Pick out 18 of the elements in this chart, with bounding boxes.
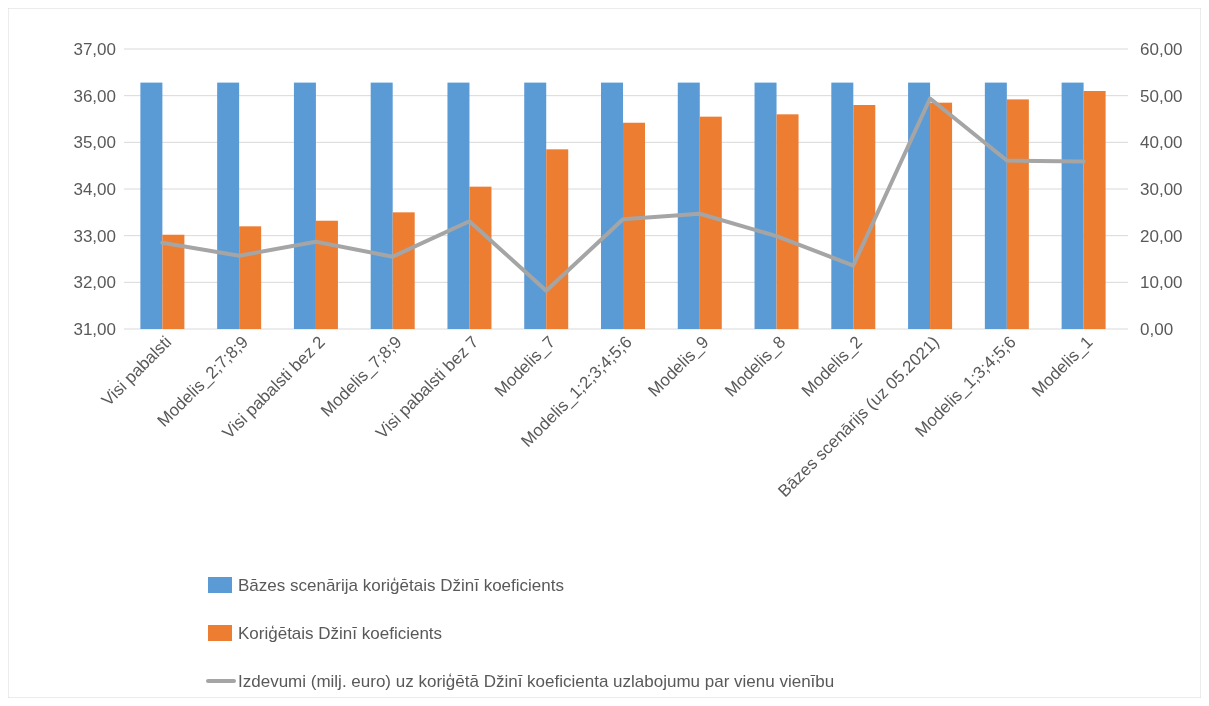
y2-tick-label: 40,00 xyxy=(1140,133,1183,153)
y2-tick-label: 10,00 xyxy=(1140,273,1183,293)
y-tick-label: 34,00 xyxy=(73,179,116,199)
y-tick-label: 31,00 xyxy=(73,319,116,339)
legend-label: Koriģētais Džinī koeficients xyxy=(238,623,443,643)
y2-tick-label: 20,00 xyxy=(1140,226,1183,246)
y-tick-label: 36,00 xyxy=(73,86,116,106)
y-tick-label: 32,00 xyxy=(73,273,116,293)
y-tick-label: 37,00 xyxy=(73,39,116,59)
y2-tick-label: 50,00 xyxy=(1140,86,1183,106)
y2-tick-label: 60,00 xyxy=(1140,39,1183,59)
legend-label: Bāzes scenārija koriģētais Džinī koeficients xyxy=(238,575,564,595)
y-tick-label: 35,00 xyxy=(73,133,116,153)
y-tick-label: 33,00 xyxy=(73,226,116,246)
legend-label: Izdevumi (milj. euro) uz koriģētā Džinī koeficienta uzlabojumu par vienu vienību xyxy=(238,671,835,691)
y2-tick-label: 30,00 xyxy=(1140,179,1183,199)
line-series xyxy=(160,96,1086,293)
y2-tick-label: 0,00 xyxy=(1140,319,1174,339)
